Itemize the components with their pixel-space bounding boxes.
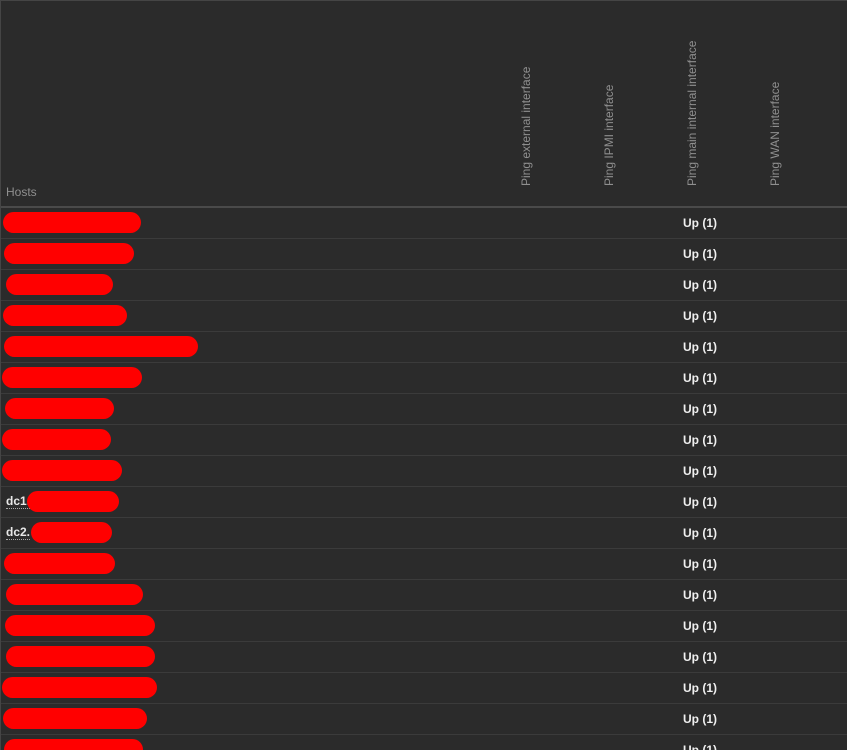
- ping-main-internal-status[interactable]: Up (1): [683, 433, 717, 447]
- ping-main-internal-status[interactable]: Up (1): [683, 247, 717, 261]
- column-header-ping-wan[interactable]: Ping WAN interface: [768, 20, 782, 200]
- column-header-ping-ipmi-label: Ping IPMI interface: [602, 84, 616, 186]
- table-row: dc2. Up (1): [1, 518, 847, 549]
- ping-main-internal-status[interactable]: Up (1): [683, 619, 717, 633]
- ping-main-internal-status[interactable]: Up (1): [683, 650, 717, 664]
- redaction-mark: [6, 274, 113, 295]
- ping-main-internal-status[interactable]: Up (1): [683, 464, 717, 478]
- redaction-mark: [2, 367, 142, 388]
- table-row: Up (1): [1, 239, 847, 270]
- column-header-ping-external[interactable]: Ping external interface: [519, 20, 533, 200]
- host-link[interactable]: dc2.: [6, 525, 31, 540]
- table-header: Hosts Ping external interface Ping IPMI …: [1, 1, 847, 208]
- redaction-mark: [4, 739, 143, 750]
- redaction-mark: [2, 460, 122, 481]
- table-row: Up (1): [1, 208, 847, 239]
- redaction-mark: [6, 646, 155, 667]
- column-header-ping-ipmi[interactable]: Ping IPMI interface: [602, 20, 616, 200]
- redaction-mark: [5, 615, 155, 636]
- table-row: Up (1): [1, 301, 847, 332]
- table-row: Up (1): [1, 704, 847, 735]
- redaction-mark: [3, 212, 141, 233]
- ping-main-internal-status[interactable]: Up (1): [683, 340, 717, 354]
- column-header-ping-wan-label: Ping WAN interface: [768, 81, 782, 186]
- table-row: Up (1): [1, 363, 847, 394]
- redaction-mark: [4, 553, 115, 574]
- table-row: Up (1): [1, 642, 847, 673]
- ping-main-internal-status[interactable]: Up (1): [683, 216, 717, 230]
- table-row: Up (1): [1, 580, 847, 611]
- table-row: Up (1): [1, 673, 847, 704]
- ping-main-internal-status[interactable]: Up (1): [683, 402, 717, 416]
- ping-main-internal-status[interactable]: Up (1): [683, 681, 717, 695]
- table-row: dc1. Up (1): [1, 487, 847, 518]
- ping-main-internal-status[interactable]: Up (1): [683, 743, 717, 750]
- column-header-ping-main-internal-label: Ping main internal interface: [685, 40, 699, 186]
- redaction-mark: [27, 491, 119, 512]
- column-header-ping-main-internal[interactable]: Ping main internal interface: [685, 20, 699, 200]
- ping-main-internal-status[interactable]: Up (1): [683, 371, 717, 385]
- column-header-ping-external-label: Ping external interface: [519, 66, 533, 186]
- table-row: Up (1): [1, 332, 847, 363]
- table-row: Up (1): [1, 394, 847, 425]
- column-header-hosts[interactable]: Hosts: [6, 185, 37, 199]
- redaction-mark: [3, 305, 127, 326]
- redaction-mark: [5, 398, 114, 419]
- redaction-mark: [6, 584, 143, 605]
- table-row: Up (1): [1, 611, 847, 642]
- table-body: Up (1) Up (1) Up (1) Up (1) Up (1) Up (1) Up (…: [1, 208, 847, 750]
- host-link[interactable]: dc1.: [6, 494, 31, 509]
- redaction-mark: [2, 677, 157, 698]
- ping-main-internal-status[interactable]: Up (1): [683, 309, 717, 323]
- table-row: Up (1): [1, 425, 847, 456]
- table-row: Up (1): [1, 270, 847, 301]
- ping-main-internal-status[interactable]: Up (1): [683, 278, 717, 292]
- ping-main-internal-status[interactable]: Up (1): [683, 526, 717, 540]
- redaction-mark: [4, 336, 198, 357]
- ping-main-internal-status[interactable]: Up (1): [683, 588, 717, 602]
- table-row: Up (1): [1, 549, 847, 580]
- redaction-mark: [31, 522, 112, 543]
- ping-main-internal-status[interactable]: Up (1): [683, 712, 717, 726]
- table-row: Up (1): [1, 735, 847, 750]
- ping-main-internal-status[interactable]: Up (1): [683, 495, 717, 509]
- redaction-mark: [2, 429, 111, 450]
- redaction-mark: [4, 243, 134, 264]
- redaction-mark: [3, 708, 147, 729]
- table-row: Up (1): [1, 456, 847, 487]
- ping-main-internal-status[interactable]: Up (1): [683, 557, 717, 571]
